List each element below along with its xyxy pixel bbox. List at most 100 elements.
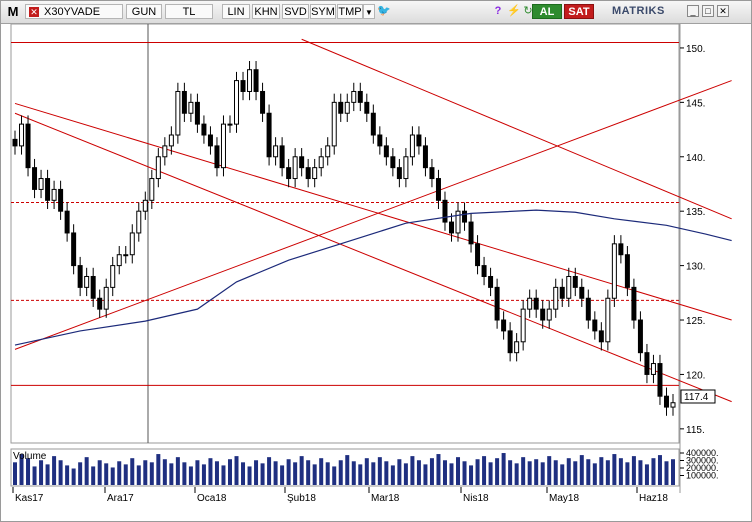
- volume-bar: [221, 465, 226, 485]
- volume-bar: [371, 462, 376, 485]
- candle-body: [501, 319, 507, 332]
- candle-body: [240, 80, 246, 92]
- volume-tick-label: 400000.: [686, 448, 719, 458]
- y-tick-label: 125.: [686, 316, 705, 327]
- maximize-icon[interactable]: □: [702, 5, 714, 17]
- candle-body: [123, 254, 129, 257]
- twitter-icon[interactable]: 🐦: [377, 5, 391, 17]
- candle-body: [396, 167, 402, 180]
- volume-bar: [306, 460, 311, 485]
- volume-bar: [566, 458, 571, 485]
- x-tick-label: Mar18: [371, 493, 400, 504]
- volume-bar: [97, 460, 102, 485]
- candle-body: [286, 167, 292, 180]
- candle-body: [650, 363, 656, 375]
- volume-bar: [136, 465, 141, 485]
- candle-body: [71, 232, 77, 267]
- candle-body: [77, 265, 83, 288]
- chart-toolbar: M ✕ X30YVADE GUN TL LIN KHN SVD SYM TMP …: [1, 1, 751, 24]
- trend-line-2: [14, 112, 732, 403]
- candle-body: [481, 265, 487, 277]
- volume-bar: [657, 455, 662, 485]
- candle-body: [64, 210, 70, 234]
- y-tick-label: 140.: [686, 153, 705, 164]
- volume-bar: [514, 463, 519, 485]
- candle-body: [194, 101, 200, 125]
- x-tick-label: Haz18: [639, 493, 668, 504]
- volume-bar: [32, 466, 37, 485]
- sell-button[interactable]: SAT: [564, 4, 594, 19]
- candle-body: [462, 210, 468, 223]
- candle-body: [572, 275, 578, 288]
- candle-body: [364, 101, 370, 114]
- volume-bar: [84, 457, 89, 485]
- candle-body: [494, 286, 500, 321]
- volume-bar: [410, 456, 415, 485]
- volume-bar: [521, 457, 526, 485]
- price-chart[interactable]: 150.145.140.135.130.125.120.115. Volume …: [1, 24, 751, 521]
- volume-tick-label: 300000.: [686, 456, 719, 466]
- period-button[interactable]: GUN: [126, 4, 162, 19]
- lightning-icon[interactable]: ⚡: [507, 5, 521, 17]
- currency-button[interactable]: TL: [165, 4, 213, 19]
- dropdown-icon[interactable]: ▼: [363, 4, 375, 19]
- candle-body: [546, 308, 552, 321]
- candle-body: [38, 178, 44, 190]
- drawing-tool-icon[interactable]: ?: [494, 5, 502, 17]
- candle-body: [566, 275, 572, 299]
- buy-button[interactable]: AL: [532, 4, 562, 19]
- candle-body: [338, 101, 344, 114]
- symbol-label: X30YVADE: [44, 6, 101, 18]
- candle-body: [305, 167, 311, 180]
- candle-body: [422, 145, 428, 169]
- volume-bar: [625, 462, 630, 485]
- candle-body: [507, 330, 513, 354]
- candle-body: [624, 254, 630, 288]
- candle-body: [344, 101, 350, 114]
- tmp-button[interactable]: TMP: [337, 4, 363, 19]
- close-icon[interactable]: ✕: [717, 5, 729, 17]
- volume-bar: [71, 468, 76, 485]
- volume-bar: [319, 458, 324, 485]
- candle-body: [312, 167, 318, 180]
- volume-bar: [553, 460, 558, 485]
- candle-body: [188, 101, 194, 114]
- volume-bar: [254, 460, 259, 485]
- volume-bar: [299, 456, 304, 485]
- candle-body: [90, 275, 96, 299]
- volume-bar: [586, 459, 591, 485]
- volume-bar: [644, 464, 649, 485]
- svd-button[interactable]: SVD: [282, 4, 309, 19]
- candle-body: [618, 243, 624, 256]
- volume-bar: [638, 460, 643, 485]
- volume-bar: [501, 453, 506, 485]
- volume-bar: [110, 467, 115, 485]
- candle-body: [220, 123, 226, 169]
- volume-bar: [469, 465, 474, 485]
- khn-button[interactable]: KHN: [252, 4, 280, 19]
- candle-body: [279, 145, 285, 169]
- minimize-icon[interactable]: _: [687, 5, 699, 17]
- candle-body: [155, 156, 161, 180]
- scale-button[interactable]: LIN: [222, 4, 250, 19]
- volume-bar: [377, 457, 382, 485]
- volume-bar: [45, 464, 50, 485]
- candle-body: [325, 145, 331, 158]
- refresh-icon[interactable]: ↻: [523, 5, 533, 17]
- volume-bar: [182, 462, 187, 485]
- candle-body: [442, 199, 448, 223]
- remove-symbol-icon[interactable]: ✕: [29, 7, 39, 17]
- volume-bar: [397, 459, 402, 485]
- volume-bar: [58, 460, 63, 485]
- volume-bar: [547, 456, 552, 485]
- candle-body: [149, 178, 155, 201]
- symbol-field[interactable]: ✕ X30YVADE: [25, 4, 123, 19]
- menu-button[interactable]: M: [7, 4, 19, 19]
- candle-body: [168, 134, 174, 147]
- candle-body: [370, 112, 376, 136]
- candle-body: [292, 156, 298, 180]
- volume-tick-label: 100000.: [686, 471, 719, 481]
- sym-button[interactable]: SYM: [310, 4, 336, 19]
- volume-bar: [39, 460, 44, 485]
